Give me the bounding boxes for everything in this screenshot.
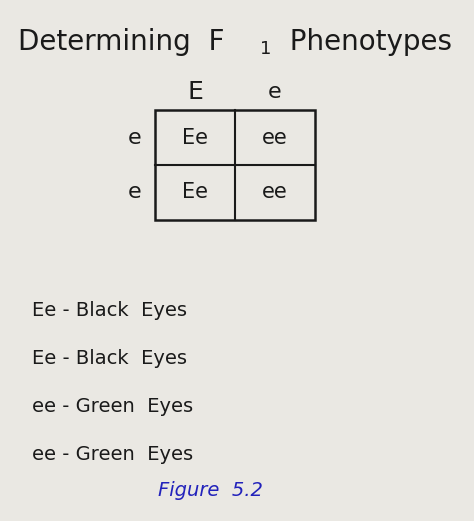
Text: e: e xyxy=(268,82,282,102)
Bar xyxy=(155,110,315,220)
Text: Ee - Black  Eyes: Ee - Black Eyes xyxy=(32,301,187,319)
Text: ee - Green  Eyes: ee - Green Eyes xyxy=(32,396,193,416)
Text: Ee: Ee xyxy=(182,128,208,147)
Text: Ee: Ee xyxy=(182,182,208,203)
Text: Ee - Black  Eyes: Ee - Black Eyes xyxy=(32,349,187,367)
Text: ee - Green  Eyes: ee - Green Eyes xyxy=(32,444,193,464)
Text: Determining  F: Determining F xyxy=(18,28,225,56)
Text: ee: ee xyxy=(262,128,288,147)
Text: ee: ee xyxy=(262,182,288,203)
Text: E: E xyxy=(187,80,203,104)
Text: e: e xyxy=(128,128,142,147)
Text: Figure  5.2: Figure 5.2 xyxy=(157,480,263,500)
Text: Phenotypes: Phenotypes xyxy=(272,28,452,56)
Text: e: e xyxy=(128,182,142,203)
Text: 1: 1 xyxy=(260,40,272,58)
